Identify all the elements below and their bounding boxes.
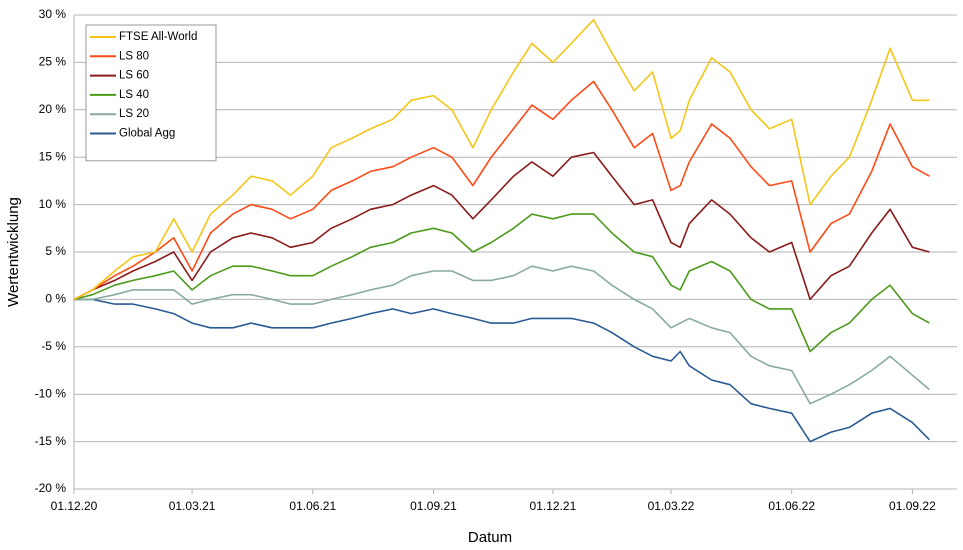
x-tick-label: 01.09.22: [889, 499, 936, 513]
legend-label: FTSE All-World: [119, 31, 197, 43]
y-tick-label: 5 %: [45, 244, 66, 258]
y-tick-label: 25 %: [39, 55, 67, 69]
y-tick-label: 0 %: [45, 292, 66, 306]
legend-label: LS 80: [119, 50, 149, 62]
x-tick-label: 01.06.22: [768, 499, 815, 513]
y-tick-label: -10 %: [35, 386, 67, 400]
series-line: [73, 80, 930, 301]
x-tick-label: 01.09.21: [410, 499, 457, 513]
legend-label: Global Agg: [119, 128, 175, 140]
x-tick-label: 01.12.20: [51, 499, 98, 513]
y-tick-label: 15 %: [39, 149, 67, 163]
legend-label: LS 60: [119, 70, 149, 82]
x-tick-label: 01.03.22: [648, 499, 695, 513]
legend-label: LS 40: [119, 89, 149, 101]
y-axis-title: Wertentwicklung: [5, 197, 22, 307]
x-tick-label: 01.12.21: [530, 499, 577, 513]
series-line: [74, 298, 930, 443]
y-tick-label: 20 %: [39, 102, 67, 116]
x-axis-title: Datum: [468, 529, 512, 546]
series-line: [74, 265, 930, 405]
x-tick-label: 01.06.21: [289, 499, 336, 513]
series-line: [73, 18, 930, 301]
x-tick-label: 01.03.21: [169, 499, 216, 513]
legend-box: [85, 24, 217, 162]
y-tick-label: -15 %: [35, 434, 67, 448]
y-tick-label: 10 %: [39, 197, 67, 211]
series-line: [73, 151, 930, 301]
y-tick-label: -20 %: [35, 481, 67, 495]
y-tick-label: 30 %: [39, 7, 67, 21]
y-tick-label: -5 %: [41, 339, 66, 353]
legend-label: LS 20: [119, 108, 149, 120]
series-line: [73, 213, 930, 353]
